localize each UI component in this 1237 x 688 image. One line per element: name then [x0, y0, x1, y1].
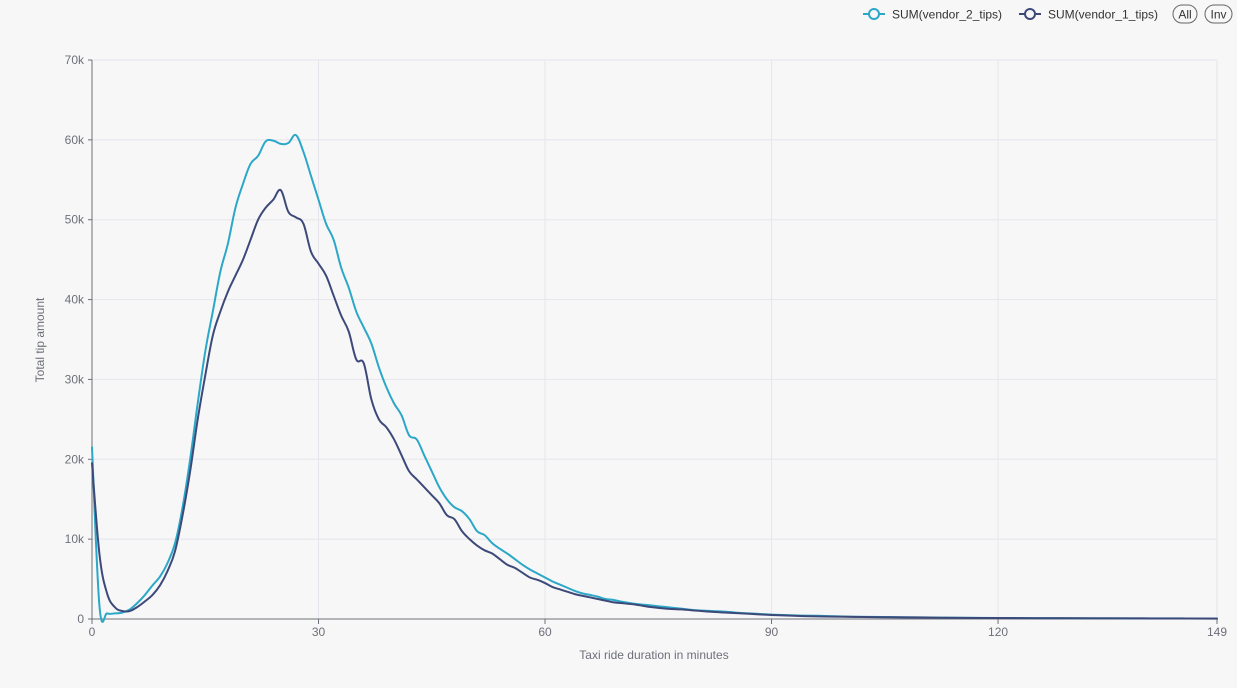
series-line-vendor-2[interactable]	[91, 133, 1218, 623]
legend-inverse-button[interactable]: Inv	[1204, 4, 1233, 24]
legend-item-vendor-1[interactable]: SUM(vendor_1_tips)	[1019, 8, 1158, 22]
y-tick-label: 50k	[65, 213, 85, 227]
axes: 0 10k 20k 30k 40k 50k 60k 70k 0 30 60 90 120 149	[65, 53, 1228, 639]
y-tick-label: 70k	[65, 53, 85, 67]
x-tick-label: 120	[988, 625, 1008, 639]
y-tick-label: 10k	[65, 532, 85, 546]
y-tick-label: 40k	[65, 293, 85, 307]
legend-item-vendor-2[interactable]: SUM(vendor_2_tips)	[863, 8, 1002, 22]
x-tick-label: 90	[765, 625, 779, 639]
y-tick-label: 30k	[65, 372, 85, 386]
y-axis-title: Total tip amount	[33, 297, 47, 382]
legend-all-label: All	[1178, 8, 1191, 22]
y-tick-label: 20k	[65, 452, 85, 466]
x-tick-label: 0	[89, 625, 96, 639]
legend: SUM(vendor_2_tips) SUM(vendor_1_tips) Al…	[863, 4, 1233, 24]
legend-label-vendor-2: SUM(vendor_2_tips)	[892, 8, 1002, 22]
x-tick-label: 149	[1207, 625, 1227, 639]
x-tick-label: 60	[538, 625, 552, 639]
x-axis-title: Taxi ride duration in minutes	[579, 648, 728, 662]
series-line-vendor-1[interactable]	[91, 188, 1218, 620]
legend-marker-vendor-1	[1024, 8, 1036, 20]
legend-all-button[interactable]: All	[1172, 4, 1198, 24]
x-tick-label: 30	[312, 625, 326, 639]
series-lines	[91, 133, 1218, 623]
grid	[92, 59, 1218, 619]
y-tick-label: 0	[77, 612, 84, 626]
y-tick-label: 60k	[65, 133, 85, 147]
legend-label-vendor-1: SUM(vendor_1_tips)	[1048, 8, 1158, 22]
legend-marker-vendor-2	[868, 8, 880, 20]
legend-inverse-label: Inv	[1210, 8, 1226, 22]
